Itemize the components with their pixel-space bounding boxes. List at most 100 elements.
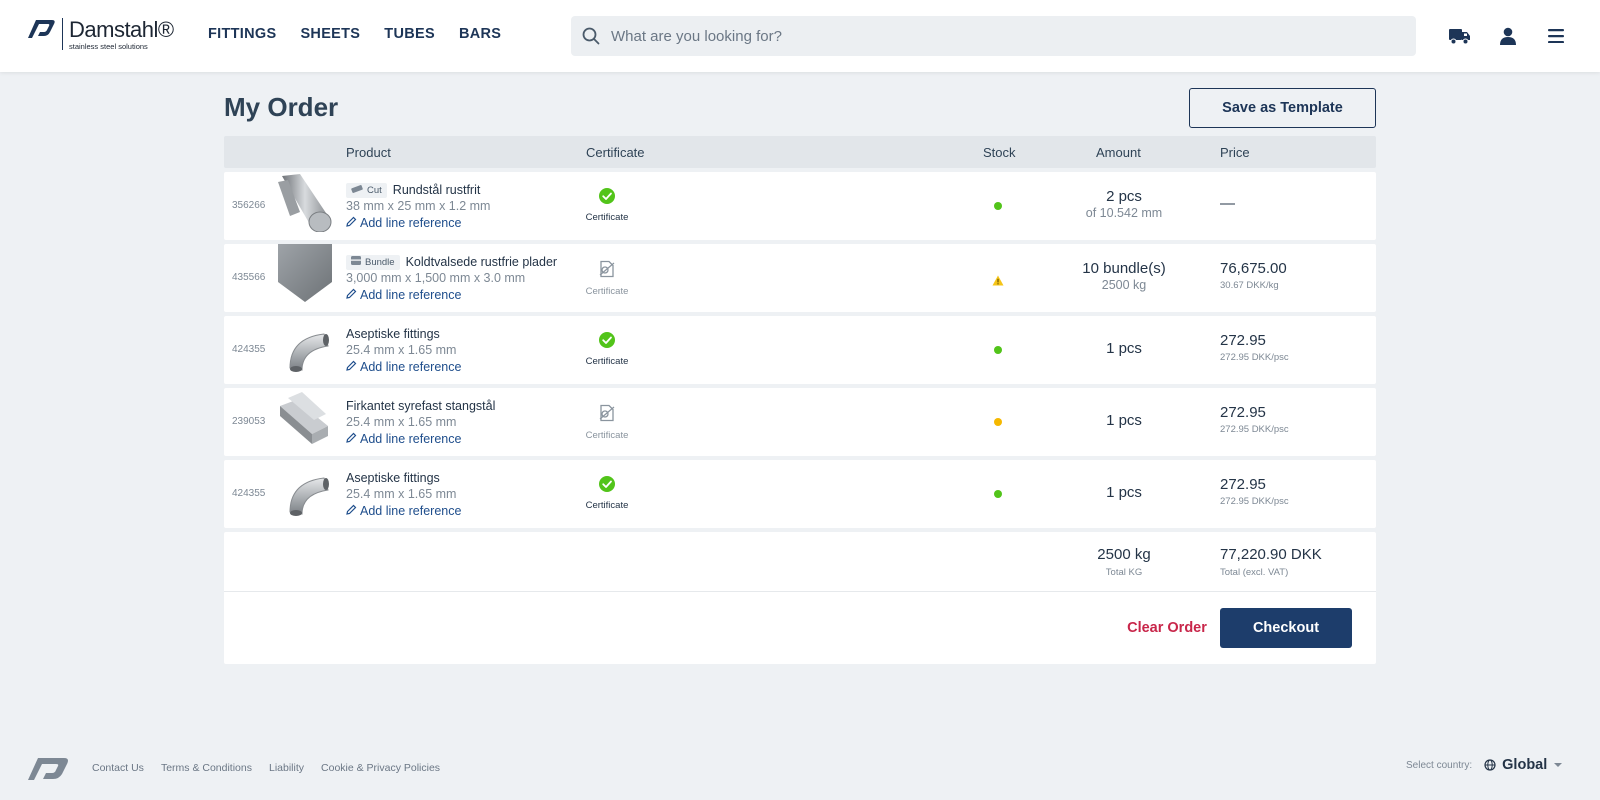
certificate-cell[interactable]: Certificate [572, 332, 642, 367]
stock-indicator [994, 346, 1002, 354]
header-price: Price [1220, 145, 1250, 160]
amount-sub: of 10.542 mm [1085, 206, 1163, 220]
add-line-reference-link[interactable]: Add line reference [346, 287, 557, 303]
product-thumbnail[interactable] [278, 244, 332, 304]
product-thumbnail[interactable] [278, 460, 332, 520]
total-price-label: Total (excl. VAT) [1220, 567, 1289, 578]
order-line: 424355 Aseptiske fittings 25.4 mm x 1.65… [224, 316, 1376, 384]
product-sku: 424355 [232, 344, 266, 355]
order-line: 424355 Aseptiske fittings 25.4 mm x 1.65… [224, 460, 1376, 528]
add-line-reference-link[interactable]: Add line reference [346, 359, 461, 375]
product-name[interactable]: Rundstål rustfrit [392, 183, 481, 197]
country-selector[interactable]: Select country: Global [1406, 757, 1563, 773]
price-value: 272.95 [1220, 476, 1266, 493]
amount-value: 1 pcs [1106, 484, 1142, 501]
page-title: My Order [224, 92, 339, 122]
certificate-label: Certificate [585, 430, 629, 441]
add-line-reference-link[interactable]: Add line reference [346, 503, 461, 519]
chevron-down-icon [1554, 763, 1563, 767]
site-header: Damstahl® stainless steel solutions FITT… [0, 0, 1600, 72]
country-value: Global [1502, 757, 1548, 773]
certificate-check-icon [599, 188, 615, 209]
total-price-value: 77,220.90 DKK [1220, 546, 1322, 563]
footer-links: Contact Us Terms & Conditions Liability … [92, 762, 440, 774]
certificate-label: Certificate [585, 356, 629, 367]
product-tag-label: Bundle [365, 256, 395, 268]
product-name[interactable]: Koldtvalsede rustfrie plader [405, 255, 558, 269]
search-icon [571, 16, 611, 56]
add-line-reference-label: Add line reference [360, 432, 462, 446]
footer-terms-link[interactable]: Terms & Conditions [160, 762, 252, 774]
damstahl-logo[interactable]: Damstahl® stainless steel solutions [24, 18, 174, 54]
totals-divider [224, 591, 1376, 592]
product-dimensions: 25.4 mm x 1.65 mm [346, 487, 457, 501]
certificate-unavailable-icon [598, 404, 616, 427]
menu-icon[interactable] [1544, 24, 1568, 48]
logo-name: Damstahl® [69, 17, 174, 42]
add-line-reference-link[interactable]: Add line reference [346, 431, 495, 447]
main-nav: FITTINGS SHEETS TUBES BARS [208, 26, 501, 42]
amount-sub: 2500 kg [1101, 278, 1147, 292]
pencil-icon [346, 504, 357, 518]
order-line: 239053 Firkantet syrefast stangstål 25.4… [224, 388, 1376, 456]
product-name[interactable]: Firkantet syrefast stangstål [346, 399, 496, 413]
product-sku: 356266 [232, 200, 266, 211]
header-amount: Amount [1096, 145, 1141, 160]
product-thumbnail[interactable] [278, 172, 332, 233]
footer-logo-icon[interactable] [24, 756, 70, 782]
certificate-label: Certificate [585, 500, 629, 511]
product-sku: 239053 [232, 416, 266, 427]
footer-contact-link[interactable]: Contact Us [92, 762, 144, 774]
add-line-reference-link[interactable]: Add line reference [346, 215, 490, 231]
pencil-icon [346, 288, 357, 302]
footer-privacy-link[interactable]: Cookie & Privacy Policies [321, 762, 441, 774]
price-value: — [1220, 195, 1235, 212]
product-tag: Bundle [346, 254, 400, 270]
bundle-icon [351, 256, 361, 268]
certificate-check-icon [599, 476, 615, 497]
nav-sheets[interactable]: SHEETS [300, 26, 361, 42]
pencil-icon [346, 432, 357, 446]
price-unit: 272.95 DKK/psc [1220, 352, 1289, 363]
certificate-cell[interactable]: Certificate [572, 404, 642, 441]
ruler-icon [351, 184, 363, 196]
certificate-cell[interactable]: Certificate [572, 188, 642, 223]
certificate-label: Certificate [585, 286, 629, 297]
header-product: Product [346, 145, 391, 160]
truck-icon[interactable] [1448, 24, 1472, 48]
save-as-template-button[interactable]: Save as Template [1189, 88, 1376, 128]
nav-fittings[interactable]: FITTINGS [208, 26, 277, 42]
price-value: 272.95 [1220, 404, 1266, 421]
checkout-button[interactable]: Checkout [1220, 608, 1352, 648]
clear-order-button[interactable]: Clear Order [1107, 608, 1227, 648]
product-thumbnail[interactable] [278, 316, 332, 376]
header-certificate: Certificate [586, 145, 645, 160]
pencil-icon [346, 216, 357, 230]
certificate-cell[interactable]: Certificate [572, 476, 642, 511]
certificate-unavailable-icon [598, 260, 616, 283]
pencil-icon [346, 360, 357, 374]
nav-tubes[interactable]: TUBES [384, 26, 435, 42]
amount-value: 2 pcs [1106, 188, 1142, 205]
logo-mark-icon [28, 20, 55, 38]
order-table-header: Product Certificate Stock Amount Price [224, 136, 1376, 168]
search-input[interactable] [611, 27, 1391, 45]
nav-bars[interactable]: BARS [458, 26, 502, 42]
search-bar [571, 16, 1416, 56]
product-name[interactable]: Aseptiske fittings [346, 471, 440, 485]
certificate-cell[interactable]: Certificate [572, 260, 642, 297]
amount-value: 1 pcs [1106, 412, 1142, 429]
amount-value: 1 pcs [1106, 340, 1142, 357]
add-line-reference-label: Add line reference [360, 504, 462, 518]
certificate-label: Certificate [585, 212, 629, 223]
price-value: 272.95 [1220, 332, 1266, 349]
logo-tagline: stainless steel solutions [69, 42, 148, 51]
price-unit: 272.95 DKK/psc [1220, 424, 1289, 435]
product-name[interactable]: Aseptiske fittings [346, 327, 440, 341]
country-label: Select country: [1406, 759, 1473, 771]
stock-indicator [994, 418, 1002, 426]
product-thumbnail[interactable] [278, 388, 332, 448]
stock-indicator [994, 490, 1002, 498]
user-icon[interactable] [1496, 24, 1520, 48]
footer-liability-link[interactable]: Liability [268, 762, 305, 774]
